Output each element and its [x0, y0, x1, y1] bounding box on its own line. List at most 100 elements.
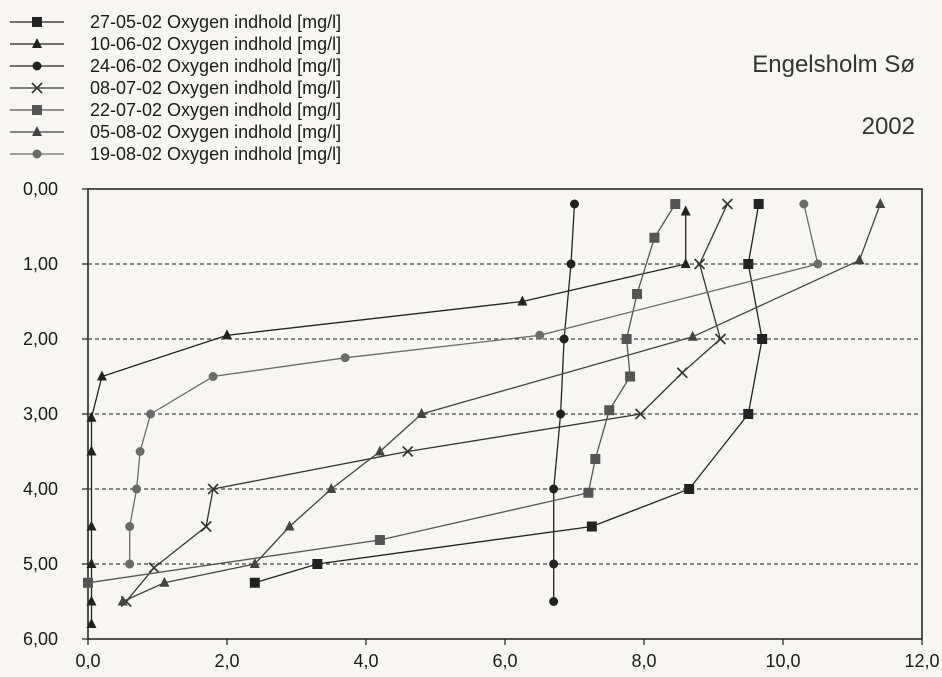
data-point — [416, 408, 427, 418]
data-point — [676, 367, 688, 379]
data-point — [714, 333, 727, 345]
legend-marker — [32, 126, 42, 136]
series-line — [90, 211, 687, 624]
data-point — [208, 372, 218, 381]
data-point — [86, 595, 97, 606]
data-point — [148, 562, 160, 574]
data-point — [625, 371, 636, 382]
data-point — [86, 558, 97, 568]
data-point — [634, 408, 647, 420]
data-point — [200, 520, 212, 533]
data-point — [86, 618, 97, 628]
data-point — [125, 522, 135, 531]
data-point — [249, 577, 260, 588]
series-line — [122, 203, 881, 603]
legend-item: 08-07-02 Oxygen indhold [mg/l] — [10, 78, 341, 98]
data-point — [549, 484, 559, 494]
legend-label: 27-05-02 Oxygen indhold [mg/l] — [90, 12, 341, 32]
legend-item: 05-08-02 Oxygen indhold [mg/l] — [10, 122, 341, 142]
series-line — [254, 203, 763, 584]
data-point — [549, 559, 559, 569]
data-point — [146, 409, 156, 419]
legend-item: 24-06-02 Oxygen indhold [mg/l] — [10, 56, 341, 76]
x-tick-label: 2,0 — [214, 651, 239, 671]
data-point — [86, 520, 97, 531]
data-point — [743, 409, 754, 419]
data-point — [649, 232, 660, 243]
data-point — [96, 370, 107, 381]
data-point — [83, 577, 93, 588]
data-point — [340, 353, 350, 363]
y-tick-label: 1,00 — [23, 254, 58, 274]
y-tick-label: 3,00 — [23, 404, 58, 424]
legend-label: 10-06-02 Oxygen indhold [mg/l] — [90, 34, 341, 54]
legend-label: 05-08-02 Oxygen indhold [mg/l] — [90, 122, 341, 142]
data-point — [86, 411, 97, 422]
x-tick-label: 10,0 — [765, 651, 800, 671]
data-point — [117, 595, 128, 606]
data-point — [284, 520, 295, 531]
data-point — [517, 295, 528, 306]
data-point — [743, 259, 754, 269]
series-3 — [549, 199, 579, 606]
y-tick-label: 5,00 — [23, 554, 58, 574]
series-4 — [120, 198, 733, 608]
data-point — [402, 445, 414, 458]
data-point — [132, 484, 142, 494]
data-point — [813, 259, 823, 269]
legend-marker — [32, 61, 42, 71]
legend-label: 19-08-02 Oxygen indhold [mg/l] — [90, 144, 341, 164]
data-point — [566, 259, 576, 269]
x-tick-label: 0,0 — [75, 651, 100, 671]
legend-label: 24-06-02 Oxygen indhold [mg/l] — [90, 56, 341, 76]
data-point — [159, 576, 170, 587]
data-point — [604, 405, 615, 416]
data-point — [86, 445, 97, 456]
data-point — [590, 454, 601, 464]
chart-title: Engelsholm Sø — [752, 51, 915, 78]
data-point — [680, 258, 691, 268]
data-point — [249, 558, 260, 568]
data-point — [684, 484, 695, 494]
data-point — [374, 535, 385, 545]
series-6 — [117, 198, 886, 606]
data-point — [559, 334, 569, 344]
data-point — [687, 330, 698, 341]
legend-item: 10-06-02 Oxygen indhold [mg/l] — [10, 34, 341, 54]
data-point — [632, 289, 643, 299]
data-point — [326, 483, 337, 493]
data-point — [222, 329, 232, 340]
y-tick-label: 6,00 — [23, 629, 58, 649]
legend-marker — [31, 82, 43, 94]
chart-subtitle: 2002 — [862, 113, 915, 140]
y-tick-label: 4,00 — [23, 479, 58, 499]
x-tick-label: 8,0 — [631, 651, 656, 671]
legend-item: 19-08-02 Oxygen indhold [mg/l] — [10, 144, 341, 164]
x-tick-label: 6,0 — [492, 651, 517, 671]
data-point — [875, 198, 886, 208]
data-point — [556, 409, 566, 419]
series-1 — [249, 199, 768, 588]
legend-marker — [32, 38, 42, 48]
data-point — [125, 559, 135, 569]
data-point — [535, 330, 545, 340]
data-point — [721, 198, 733, 210]
legend-marker — [32, 149, 42, 159]
data-point — [680, 205, 691, 216]
data-point — [549, 597, 559, 606]
data-point — [670, 199, 681, 209]
series-7 — [125, 199, 823, 569]
legend-marker — [32, 17, 42, 27]
data-point — [135, 447, 145, 456]
data-point — [586, 521, 597, 532]
data-point — [207, 483, 219, 495]
y-tick-label: 0,00 — [23, 179, 58, 199]
data-point — [570, 199, 579, 209]
legend-item: 22-07-02 Oxygen indhold [mg/l] — [10, 100, 341, 120]
data-point — [799, 199, 809, 209]
legend-marker — [32, 105, 42, 115]
series-line — [129, 203, 819, 564]
legend-label: 22-07-02 Oxygen indhold [mg/l] — [90, 100, 341, 120]
